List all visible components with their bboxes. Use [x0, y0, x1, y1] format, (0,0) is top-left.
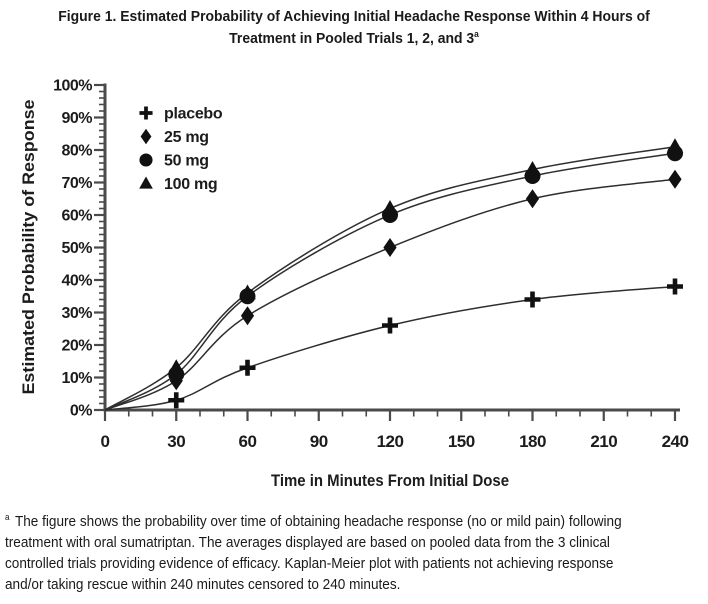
legend-label: 50 mg [164, 153, 209, 170]
x-tick-label: 30 [167, 432, 185, 451]
legend-item-100-mg: 100 mg [139, 176, 218, 193]
x-tick-label: 150 [448, 432, 475, 451]
footnote-superscript: a [5, 512, 10, 522]
legend: placebo 25 mg 50 mg 100 mg [139, 106, 223, 193]
marker-triangle-icon [524, 161, 541, 176]
marker-plus-icon [168, 392, 185, 409]
y-tick-label: 70% [61, 175, 92, 192]
y-tick-label: 20% [61, 338, 92, 355]
footnote-line: controlled trials providing evidence of … [5, 555, 614, 572]
y-axis-title: Estimated Probability of Response [19, 100, 38, 395]
y-tick-label: 100% [53, 78, 92, 95]
marker-circle-icon [139, 153, 153, 167]
marker-plus-icon [239, 359, 256, 376]
marker-plus-icon [524, 291, 541, 308]
y-tick-label: 10% [61, 370, 92, 387]
kaplan-meier-chart: 0% 10% 20% 30% 40% 50% 60% 70% 80% 90% 100% 0 30 60 90… [19, 78, 689, 491]
x-tick-label: 90 [310, 432, 328, 451]
legend-item-placebo: placebo [139, 106, 223, 123]
y-tick-label: 50% [61, 240, 92, 257]
marker-triangle-icon [167, 359, 185, 375]
title-superscript: a [474, 29, 479, 39]
marker-diamond-icon [240, 306, 255, 326]
x-tick-label: 60 [239, 432, 257, 451]
y-tick-label: 80% [61, 143, 92, 160]
marker-diamond-icon [140, 128, 152, 145]
y-tick-label: 40% [61, 273, 92, 290]
legend-item-50-mg: 50 mg [139, 153, 209, 170]
x-tick-label: 240 [662, 432, 689, 451]
figure-title: Figure 1. Estimated Probability of Achie… [0, 6, 708, 50]
y-tick-label: 90% [61, 110, 92, 127]
x-tick-label: 120 [377, 432, 404, 451]
marker-plus-icon [667, 278, 683, 295]
legend-label: 100 mg [164, 176, 217, 193]
series-curve-placebo [104, 285, 676, 411]
footnote-line: a The figure shows the probability over t… [5, 512, 622, 531]
legend-item-25-mg: 25 mg [140, 128, 209, 146]
x-tick-label: 180 [519, 432, 546, 451]
figure-title-line2: Treatment in Pooled Trials 1, 2, and 3a [229, 29, 479, 48]
marker-triangle-icon [139, 176, 153, 189]
marker-triangle-icon [239, 284, 256, 300]
x-tick-label: 210 [590, 432, 617, 451]
x-axis-title: Time in Minutes From Initial Dose [271, 471, 509, 490]
marker-plus-icon [382, 317, 398, 334]
marker-diamond-icon [525, 189, 540, 209]
marker-diamond-icon [383, 238, 397, 257]
y-tick-label: 30% [61, 305, 92, 322]
marker-triangle-icon [666, 138, 684, 154]
legend-label: placebo [164, 106, 223, 123]
legend-label: 25 mg [164, 129, 209, 146]
x-tick-label: 0 [101, 432, 110, 451]
figure-footnote: a The figure shows the probability over t… [5, 511, 705, 595]
y-tick-label: 0% [70, 403, 92, 420]
figure-title-line1: Figure 1. Estimated Probability of Achie… [58, 8, 650, 25]
chart-area: 0% 10% 20% 30% 40% 50% 60% 70% 80% 90% 100% 0 30 60 90… [0, 57, 708, 503]
marker-triangle-icon [381, 200, 399, 215]
marker-plus-icon [139, 106, 153, 120]
footnote-line: and/or taking rescue within 240 minutes … [5, 576, 401, 593]
marker-diamond-icon [668, 169, 682, 189]
footnote-line: treatment with oral sumatriptan. The ave… [5, 534, 610, 551]
y-tick-label: 60% [61, 208, 92, 225]
